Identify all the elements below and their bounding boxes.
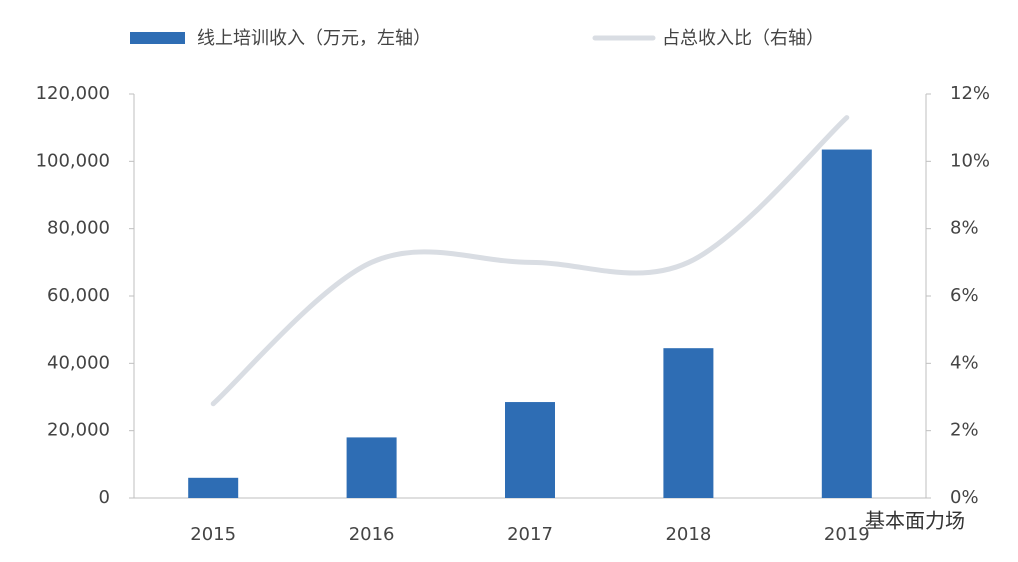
y-tick-label: 80,000 xyxy=(47,218,110,239)
y2-tick-label: 12% xyxy=(950,83,990,104)
x-tick-label: 2019 xyxy=(824,524,870,545)
x-tick-label: 2017 xyxy=(507,524,553,545)
y-tick-label: 20,000 xyxy=(47,420,110,441)
watermark: 基本面力场 xyxy=(865,509,965,533)
bar xyxy=(346,437,397,498)
y2-tick-label: 4% xyxy=(950,352,979,373)
y-tick-label: 120,000 xyxy=(36,83,110,104)
bar xyxy=(188,477,239,498)
legend-swatch xyxy=(130,32,185,44)
x-tick-label: 2018 xyxy=(665,524,711,545)
y-tick-label: 60,000 xyxy=(47,285,110,306)
y2-tick-label: 8% xyxy=(950,218,979,239)
y2-tick-label: 10% xyxy=(950,150,990,171)
y-tick-label: 0 xyxy=(99,487,110,508)
bar xyxy=(663,348,714,498)
y-tick-label: 100,000 xyxy=(36,150,110,171)
legend-label: 占总收入比（右轴） xyxy=(662,28,824,49)
x-tick-label: 2015 xyxy=(190,524,236,545)
line xyxy=(210,115,850,407)
legend-label: 线上培训收入（万元，左轴） xyxy=(197,28,431,49)
bar xyxy=(505,402,555,498)
y2-tick-label: 6% xyxy=(950,285,979,306)
bar xyxy=(821,149,872,499)
y2-tick-label: 2% xyxy=(950,420,979,441)
y-tick-label: 40,000 xyxy=(47,352,110,373)
x-tick-label: 2016 xyxy=(349,524,395,545)
y2-tick-label: 0% xyxy=(950,487,979,508)
